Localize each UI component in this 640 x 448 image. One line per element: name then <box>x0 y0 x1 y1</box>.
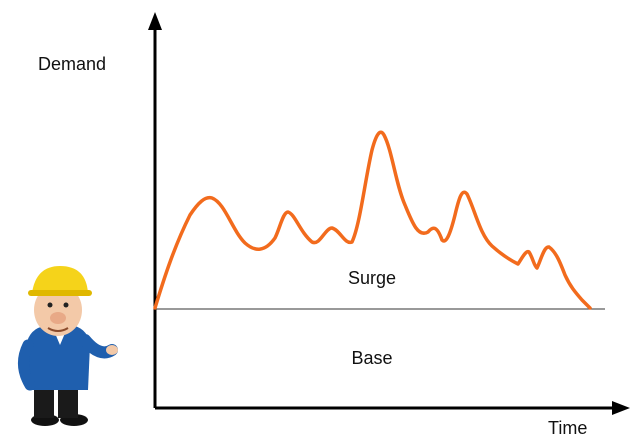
x-axis-label: Time <box>548 418 587 438</box>
demand-curve <box>153 130 592 310</box>
y-axis-label: Demand <box>38 54 106 74</box>
y-arrow <box>148 12 162 30</box>
surge-label: Surge <box>348 268 396 288</box>
base-label: Base <box>351 348 392 368</box>
x-arrow <box>612 401 630 415</box>
worker-illustration <box>18 266 118 426</box>
